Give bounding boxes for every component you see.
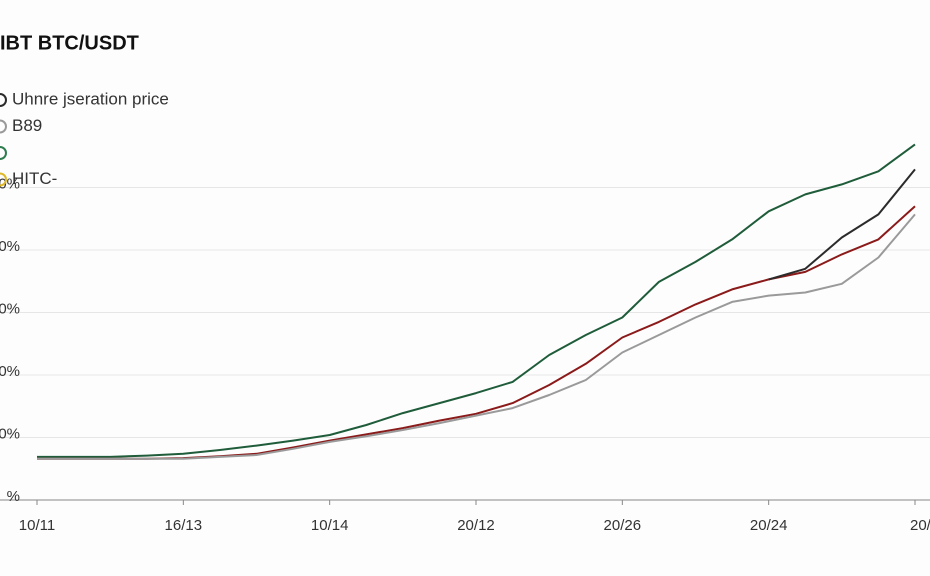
y-tick-label: 0% [0,363,20,380]
x-tick-label: 20/2 [910,517,930,534]
legend-label: Uhnre jseration price [12,89,169,108]
x-tick-label: 20/26 [604,517,642,534]
y-tick-label: 0% [0,300,20,317]
x-tick-label: 10/14 [311,517,349,534]
chart-title: IBT BTC/USDT [0,32,139,54]
x-tick-label: 20/24 [750,517,788,534]
y-tick-label: % [7,488,20,505]
series-line [768,168,916,281]
y-tick-label: 0% [0,238,20,255]
x-tick-label: 20/12 [457,517,495,534]
legend-marker [0,93,7,107]
legend-marker [0,146,7,160]
legend-label: B89 [12,116,42,135]
series-line [37,213,916,460]
legend-marker [0,172,7,187]
legend-marker [0,119,7,134]
x-tick-label: 16/13 [165,517,203,534]
x-tick-label: 10/11 [19,517,55,534]
y-tick-label: 0% [0,425,20,442]
legend-label: HITC- [12,169,57,188]
series-line [37,143,916,458]
